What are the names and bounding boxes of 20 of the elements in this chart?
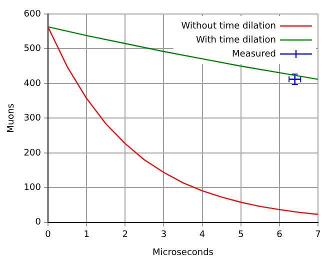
x-axis-title: Microseconds xyxy=(152,248,214,258)
y-tick-label: 200 xyxy=(24,148,42,158)
x-tick-label: 4 xyxy=(199,230,206,240)
y-tick-label: 600 xyxy=(24,9,42,20)
y-axis-title: Muons xyxy=(6,103,17,133)
legend-label: With time dilation xyxy=(196,35,276,46)
y-tick-label: 500 xyxy=(24,44,42,54)
x-tick-label: 2 xyxy=(122,230,128,240)
y-tick-label: 0 xyxy=(35,218,42,228)
legend-label: Measured xyxy=(232,49,276,60)
y-tick-label: 100 xyxy=(24,183,42,194)
x-tick-label: 0 xyxy=(45,230,52,240)
x-tick-label: 1 xyxy=(84,230,90,240)
legend-label: Without time dilation xyxy=(181,21,276,32)
x-tick-label: 3 xyxy=(160,230,167,240)
y-tick-label: 300 xyxy=(24,114,42,124)
y-tick-label: 400 xyxy=(24,78,42,89)
x-tick-label: 5 xyxy=(238,230,244,240)
x-tick-label: 7 xyxy=(315,230,321,240)
x-tick-label: 6 xyxy=(276,230,283,240)
